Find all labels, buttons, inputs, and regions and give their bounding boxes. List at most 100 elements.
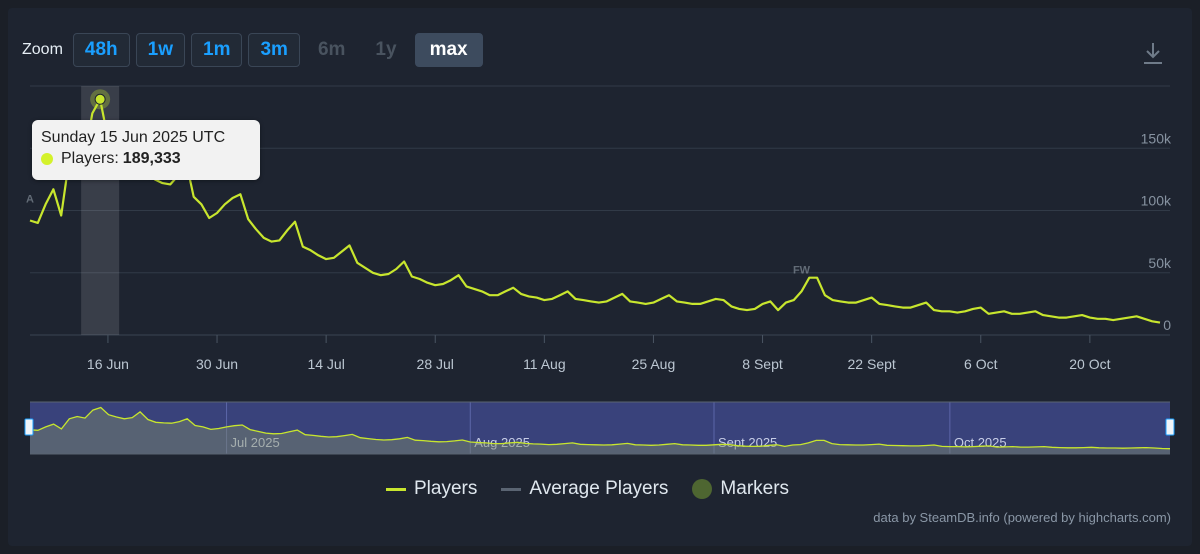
legend-item-average-players[interactable]: Average Players [501,478,668,500]
legend-item-players[interactable]: Players [386,478,477,500]
data-point-2025-07-09 [286,230,288,232]
zoom-48h-button[interactable]: 48h [72,33,130,67]
data-point-2025-10-12 [1027,312,1029,314]
data-point-2025-09-19 [847,302,849,304]
y-tick-label-0: 0 [1163,317,1171,333]
data-point-2025-07-11 [302,246,304,248]
data-point-2025-09-29 [925,302,927,304]
data-point-2025-06-08 [45,203,47,205]
data-point-2025-08-27 [668,294,670,296]
zoom-6m-button: 6m [317,39,346,60]
x-tick-label-2025-08-11: 11 Aug [523,356,566,372]
data-point-2025-07-27 [427,282,429,284]
zoom-3m-button[interactable]: 3m [248,33,300,67]
data-point-2025-09-24 [886,304,888,306]
marker-flag-A: A [26,193,34,205]
data-point-2025-06-30 [216,212,218,214]
data-point-2025-06-27 [193,196,195,198]
data-point-2025-08-26 [660,298,662,300]
data-point-2025-08-13 [559,294,561,296]
legend-item-markers[interactable]: Markers [692,478,789,500]
data-point-2025-06-23 [162,182,164,184]
x-tick-label-2025-07-28: 28 Jul [417,356,454,372]
data-point-2025-06-09 [53,189,55,191]
legend-dot-markers [692,479,713,499]
data-point-2025-06-10 [60,215,62,217]
data-point-2025-09-28 [918,304,920,306]
data-point-2025-10-15 [1050,316,1052,318]
marker-flag-FW: FW [793,264,811,276]
data-point-2025-10-26 [1136,316,1138,318]
x-tick-label-2025-07-14: 14 Jul [307,356,344,372]
data-point-2025-10-28 [1151,321,1153,323]
data-point-2025-10-25 [1128,317,1130,319]
data-point-2025-07-17 [349,245,351,247]
data-point-2025-09-22 [871,297,873,299]
data-point-2025-06-28 [201,203,203,205]
data-point-2025-07-18 [357,262,359,264]
data-point-2025-10-01 [941,311,943,313]
zoom-max-button[interactable]: max [414,33,483,67]
data-point-2025-09-30 [933,309,935,311]
data-point-2025-08-07 [512,287,514,289]
data-point-2025-09-16 [824,294,826,296]
x-tick-label-2025-09-22: 22 Sept [848,356,896,372]
y-tick-label-150k: 150k [1141,130,1172,146]
data-point-2025-08-14 [567,291,569,293]
y-tick-label-100k: 100k [1141,193,1172,209]
navigator-label-2025-08-01: Aug 2025 [474,435,530,450]
navigator-handle-left[interactable] [24,418,34,436]
data-point-2025-09-13 [801,291,803,293]
data-point-2025-07-20 [372,272,374,274]
x-tick-label-2025-10-20: 20 Oct [1069,356,1110,372]
data-point-2025-07-22 [388,273,390,275]
data-point-2025-07-30 [450,279,452,281]
data-point-2025-09-21 [863,299,865,301]
data-point-2025-10-04 [964,311,966,313]
data-point-2025-07-05 [255,228,257,230]
data-point-2025-09-04 [731,306,733,308]
data-point-2025-10-29 [1159,322,1161,324]
legend-label-players: Players [414,478,478,499]
data-point-2025-09-26 [902,307,904,309]
legend-label-average-players: Average Players [529,478,669,499]
zoom-1w-button[interactable]: 1w [135,33,186,67]
tooltip-value: 189,333 [122,150,181,167]
data-point-2025-07-02 [232,197,234,199]
zoom-1m-button[interactable]: 1m [191,33,243,67]
x-tick-label-2025-06-30: 30 Jun [196,356,238,372]
data-point-2025-10-10 [1011,313,1013,315]
data-point-2025-08-06 [505,291,507,293]
data-point-2025-10-11 [1019,313,1021,315]
data-point-2025-09-25 [894,306,896,308]
data-point-2025-07-03 [240,194,242,196]
data-point-2025-10-21 [1097,318,1099,320]
data-point-2025-06-14 [92,113,94,115]
data-point-2025-10-02 [949,311,951,313]
data-point-2025-07-29 [442,283,444,285]
data-point-2025-09-15 [816,277,818,279]
data-point-2025-08-19 [606,301,608,303]
data-point-2025-07-16 [341,251,343,253]
data-point-2025-08-23 [637,302,639,304]
navigator-handle-right[interactable] [1165,418,1175,436]
download-icon[interactable] [1140,40,1166,66]
data-point-2025-08-04 [489,294,491,296]
data-point-2025-08-02 [473,288,475,290]
data-point-2025-08-16 [583,299,585,301]
data-point-2025-10-06 [980,307,982,309]
tooltip-label: Players: [61,150,119,167]
data-point-2025-08-17 [590,301,592,303]
data-point-2025-10-16 [1058,317,1060,319]
data-point-2025-09-12 [793,299,795,301]
data-point-2025-09-14 [809,277,811,279]
data-point-2025-08-08 [520,293,522,295]
chart-tooltip: Sunday 15 Jun 2025 UTC Players: 189,333 [32,120,260,180]
data-point-2025-10-09 [1003,311,1005,313]
data-point-2025-07-24 [403,261,405,263]
data-point-2025-07-23 [395,268,397,270]
data-point-2025-08-10 [536,297,538,299]
navigator-area [30,407,1170,454]
data-point-2025-09-17 [832,299,834,301]
